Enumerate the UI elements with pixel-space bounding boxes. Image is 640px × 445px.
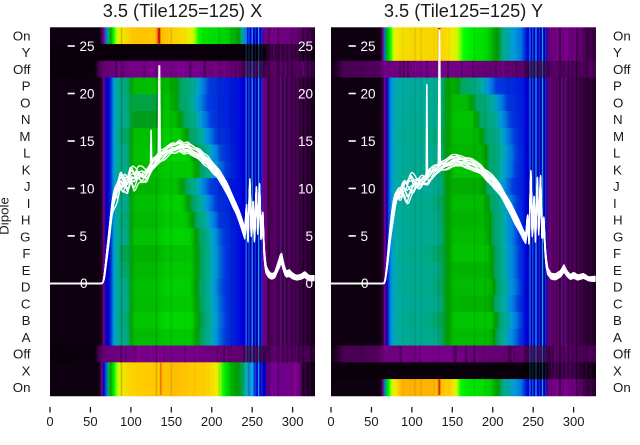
svg-text:K: K: [22, 163, 31, 178]
svg-text:X: X: [22, 364, 31, 379]
svg-text:10: 10: [361, 181, 376, 196]
svg-text:I: I: [613, 196, 617, 211]
svg-text:300: 300: [282, 414, 304, 429]
svg-text:200: 200: [201, 414, 223, 429]
svg-text:Off: Off: [613, 347, 631, 362]
svg-text:5: 5: [80, 229, 88, 244]
svg-text:M: M: [19, 129, 30, 144]
svg-text:10: 10: [80, 181, 95, 196]
svg-text:B: B: [22, 313, 31, 328]
svg-text:E: E: [613, 263, 622, 278]
svg-text:250: 250: [522, 414, 544, 429]
svg-text:A: A: [613, 330, 622, 345]
svg-text:A: A: [22, 330, 31, 345]
svg-text:3.5 (Tile125=125) X: 3.5 (Tile125=125) X: [103, 1, 263, 21]
svg-text:O: O: [613, 96, 623, 111]
svg-text:D: D: [21, 280, 31, 295]
svg-text:L: L: [613, 146, 620, 161]
svg-text:15: 15: [361, 134, 376, 149]
svg-text:150: 150: [441, 414, 463, 429]
svg-text:Off: Off: [613, 62, 631, 77]
svg-text:50: 50: [364, 414, 378, 429]
svg-text:On: On: [613, 29, 631, 44]
svg-text:0: 0: [305, 276, 313, 291]
svg-text:M: M: [613, 129, 624, 144]
svg-text:15: 15: [298, 134, 313, 149]
svg-text:0: 0: [80, 276, 88, 291]
svg-text:C: C: [21, 297, 31, 312]
svg-text:On: On: [13, 29, 31, 44]
svg-text:H: H: [21, 213, 31, 228]
svg-text:G: G: [20, 230, 30, 245]
svg-text:10: 10: [298, 181, 313, 196]
svg-text:Dipole: Dipole: [0, 197, 12, 235]
svg-text:25: 25: [80, 39, 95, 54]
svg-text:20: 20: [298, 86, 313, 101]
svg-text:150: 150: [160, 414, 182, 429]
svg-text:250: 250: [241, 414, 263, 429]
svg-text:L: L: [23, 146, 30, 161]
svg-text:Y: Y: [613, 45, 622, 60]
svg-text:15: 15: [80, 134, 95, 149]
svg-text:100: 100: [401, 414, 423, 429]
svg-text:G: G: [613, 230, 623, 245]
svg-text:B: B: [613, 313, 622, 328]
svg-text:F: F: [613, 246, 621, 261]
svg-text:3.5 (Tile125=125) Y: 3.5 (Tile125=125) Y: [384, 1, 543, 21]
svg-text:20: 20: [361, 86, 376, 101]
svg-text:50: 50: [83, 414, 97, 429]
svg-text:25: 25: [298, 39, 313, 54]
svg-text:F: F: [22, 246, 30, 261]
svg-text:N: N: [21, 112, 31, 127]
svg-text:C: C: [613, 297, 623, 312]
svg-text:100: 100: [120, 414, 142, 429]
svg-text:J: J: [613, 179, 620, 194]
svg-text:300: 300: [563, 414, 585, 429]
svg-text:D: D: [613, 280, 623, 295]
svg-text:N: N: [613, 112, 623, 127]
svg-text:0: 0: [361, 276, 369, 291]
svg-text:25: 25: [361, 39, 376, 54]
svg-text:Off: Off: [13, 347, 31, 362]
svg-text:X: X: [613, 364, 622, 379]
svg-text:O: O: [20, 96, 30, 111]
svg-text:J: J: [24, 179, 31, 194]
svg-text:20: 20: [80, 86, 95, 101]
svg-text:I: I: [27, 196, 31, 211]
svg-text:H: H: [613, 213, 623, 228]
svg-text:On: On: [13, 380, 31, 395]
svg-text:5: 5: [305, 229, 313, 244]
svg-text:0: 0: [46, 414, 53, 429]
svg-text:0: 0: [327, 414, 334, 429]
svg-text:P: P: [22, 79, 31, 94]
svg-text:200: 200: [482, 414, 504, 429]
svg-text:On: On: [613, 380, 631, 395]
svg-text:5: 5: [361, 229, 369, 244]
svg-text:Off: Off: [13, 62, 31, 77]
svg-text:Y: Y: [22, 45, 31, 60]
svg-text:E: E: [22, 263, 31, 278]
svg-text:P: P: [613, 79, 622, 94]
svg-text:K: K: [613, 163, 622, 178]
